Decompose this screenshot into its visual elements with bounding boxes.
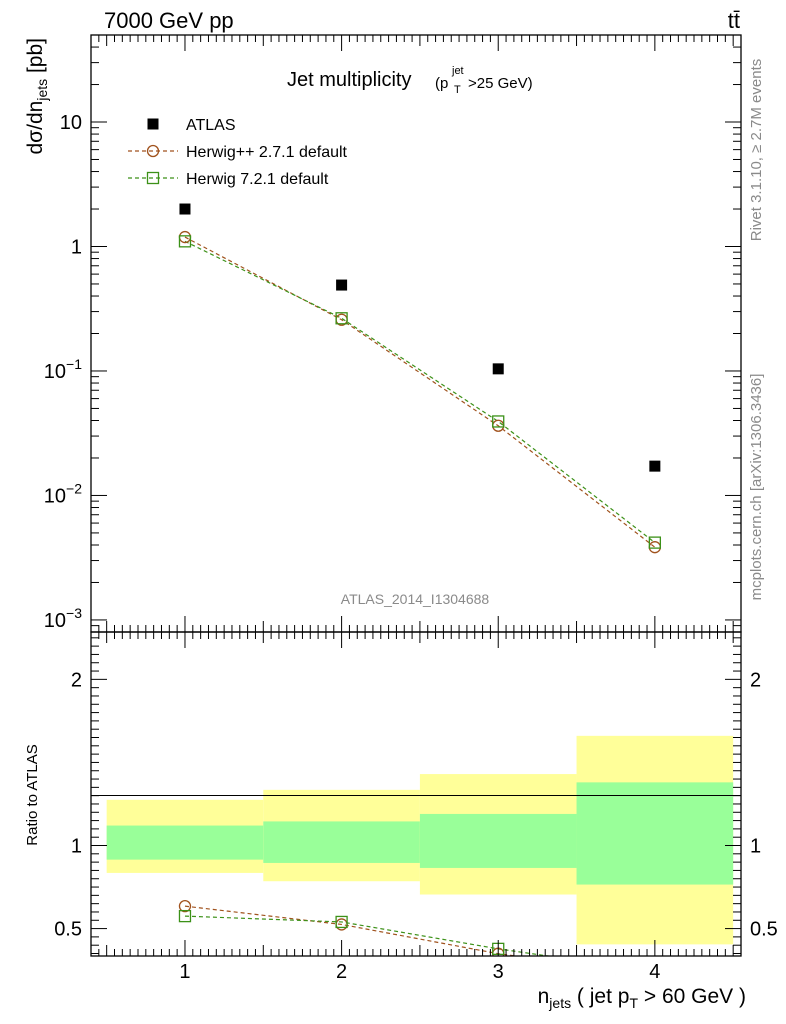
main-title-cut: (pjet T >25 GeV) — [435, 65, 533, 96]
main-axis-ticks: 10−3 10−2 10−1 1 10 — [44, 34, 742, 633]
data-point — [648, 541, 662, 554]
y-tick-label: 10−1 — [44, 356, 82, 383]
ratio-y-tick-label: 2 — [71, 669, 82, 691]
data-point — [492, 415, 505, 428]
rivet-label: Rivet 3.1.10, ≥ 2.7M events — [748, 59, 765, 242]
inner-uncertainty-band — [263, 821, 420, 863]
x-tick-label: 4 — [649, 961, 660, 983]
y-tick-label: 10−2 — [44, 480, 82, 507]
ratio-panel: 0.5 0.5 1 1 2 2 1 2 3 4 Ratio to ATLAS njets ( je… — [24, 631, 778, 1011]
data-point — [178, 909, 192, 923]
ratio-panel-frame — [90, 631, 742, 957]
data-point — [335, 915, 348, 929]
data-point — [147, 118, 159, 130]
data-point — [178, 235, 192, 248]
legend-label: Herwig 7.2.1 default — [186, 171, 329, 188]
main-y-axis-label: dσ/dnjets [pb] — [24, 38, 50, 155]
inner-uncertainty-band — [419, 813, 577, 868]
x-tick-label: 3 — [493, 961, 504, 983]
ratio-series-line — [184, 905, 521, 956]
ratio-series-line — [184, 915, 553, 956]
ratio-y-tick-label-right: 1 — [750, 836, 761, 858]
data-point — [335, 312, 348, 325]
x-tick-label: 1 — [179, 961, 190, 983]
ratio-axis-ticks: 0.5 0.5 1 1 2 2 1 2 3 4 — [54, 632, 778, 983]
main-title-text: Jet multiplicity — [287, 69, 411, 91]
energy-label: 7000 GeV pp — [104, 8, 234, 33]
y-tick-label: 10 — [60, 112, 82, 134]
analysis-label: ATLAS_2014_I1304688 — [341, 591, 490, 607]
series-line — [184, 236, 656, 548]
inner-uncertainty-band — [106, 825, 264, 860]
mcplots-label: mcplots.cern.ch [arXiv:1306.3436] — [748, 374, 765, 601]
legend: ATLAS Herwig++ 2.7.1 default Herwig 7.2.1 … — [128, 117, 348, 188]
data-point — [336, 279, 348, 291]
legend-label: Herwig++ 2.7.1 default — [186, 144, 348, 161]
inner-uncertainty-band — [576, 782, 734, 885]
data-point — [648, 536, 662, 549]
series-line — [184, 240, 656, 544]
cut-t-sub: T — [454, 84, 461, 96]
data-point — [178, 900, 192, 913]
data-point — [146, 144, 160, 158]
ratio-y-tick-label: 0.5 — [54, 919, 82, 941]
ratio-y-tick-label: 1 — [71, 836, 82, 858]
data-point — [492, 363, 504, 375]
data-point — [146, 171, 160, 185]
data-point — [179, 203, 191, 215]
main-title: Jet multiplicity — [287, 69, 411, 91]
process-label: tt̄ — [728, 8, 740, 33]
x-tick-label: 2 — [336, 961, 347, 983]
cut-jet-sup: jet — [451, 65, 464, 77]
ratio-y-tick-label-right: 0.5 — [750, 919, 778, 941]
main-plot-series — [178, 203, 662, 554]
y-tick-label: 10−3 — [44, 605, 82, 632]
x-axis-label: njets ( jet pT > 60 GeV ) — [538, 985, 746, 1011]
y-tick-label: 1 — [71, 236, 82, 258]
ratio-uncertainty-bands — [106, 735, 734, 945]
ratio-y-axis-label: Ratio to ATLAS — [24, 744, 41, 845]
data-point — [649, 460, 661, 472]
ratio-y-tick-label-right: 2 — [750, 669, 761, 691]
legend-label: ATLAS — [186, 117, 236, 134]
